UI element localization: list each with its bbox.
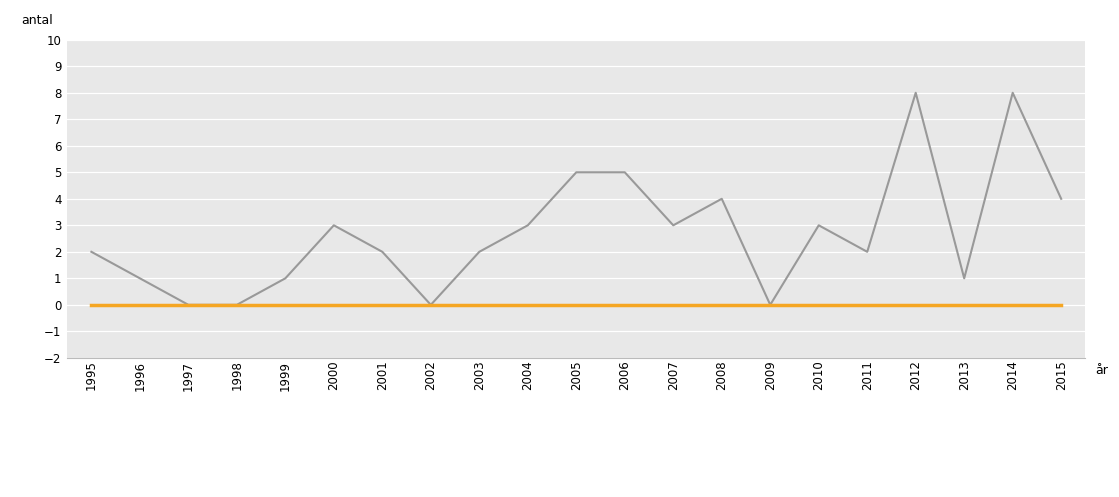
1960 Kungsör, småhus	[715, 196, 728, 202]
1960 Kungsör, flerbostadshus	[1006, 302, 1019, 308]
1960 Kungsör, småhus	[958, 275, 971, 281]
1960 Kungsör, småhus	[279, 275, 292, 281]
1960 Kungsör, småhus	[327, 222, 340, 228]
1960 Kungsör, småhus	[424, 302, 438, 308]
1960 Kungsör, flerbostadshus	[521, 302, 535, 308]
1960 Kungsör, småhus	[570, 169, 583, 175]
1960 Kungsör, flerbostadshus	[279, 302, 292, 308]
1960 Kungsör, småhus	[85, 249, 98, 255]
1960 Kungsör, flerbostadshus	[85, 302, 98, 308]
1960 Kungsör, flerbostadshus	[472, 302, 486, 308]
1960 Kungsör, flerbostadshus	[667, 302, 680, 308]
1960 Kungsör, småhus	[618, 169, 631, 175]
1960 Kungsör, småhus	[231, 302, 244, 308]
1960 Kungsör, flerbostadshus	[570, 302, 583, 308]
1960 Kungsör, småhus	[472, 249, 486, 255]
Text: antal: antal	[21, 14, 53, 27]
Line: 1960 Kungsör, småhus: 1960 Kungsör, småhus	[92, 93, 1061, 305]
1960 Kungsör, småhus	[763, 302, 777, 308]
1960 Kungsör, småhus	[181, 302, 195, 308]
1960 Kungsör, flerbostadshus	[812, 302, 826, 308]
1960 Kungsör, flerbostadshus	[1054, 302, 1068, 308]
1960 Kungsör, flerbostadshus	[424, 302, 438, 308]
1960 Kungsör, småhus	[521, 222, 535, 228]
1960 Kungsör, flerbostadshus	[958, 302, 971, 308]
1960 Kungsör, flerbostadshus	[231, 302, 244, 308]
1960 Kungsör, småhus	[1006, 90, 1019, 96]
1960 Kungsör, småhus	[909, 90, 922, 96]
1960 Kungsör, flerbostadshus	[618, 302, 631, 308]
1960 Kungsör, småhus	[376, 249, 389, 255]
1960 Kungsör, småhus	[812, 222, 826, 228]
1960 Kungsör, flerbostadshus	[861, 302, 874, 308]
Text: år: år	[1096, 364, 1109, 377]
1960 Kungsör, flerbostadshus	[909, 302, 922, 308]
1960 Kungsör, småhus	[667, 222, 680, 228]
1960 Kungsör, småhus	[133, 275, 147, 281]
1960 Kungsör, småhus	[861, 249, 874, 255]
1960 Kungsör, flerbostadshus	[327, 302, 340, 308]
1960 Kungsör, flerbostadshus	[133, 302, 147, 308]
1960 Kungsör, småhus	[1054, 196, 1068, 202]
1960 Kungsör, flerbostadshus	[181, 302, 195, 308]
1960 Kungsör, flerbostadshus	[763, 302, 777, 308]
1960 Kungsör, flerbostadshus	[376, 302, 389, 308]
1960 Kungsör, flerbostadshus	[715, 302, 728, 308]
